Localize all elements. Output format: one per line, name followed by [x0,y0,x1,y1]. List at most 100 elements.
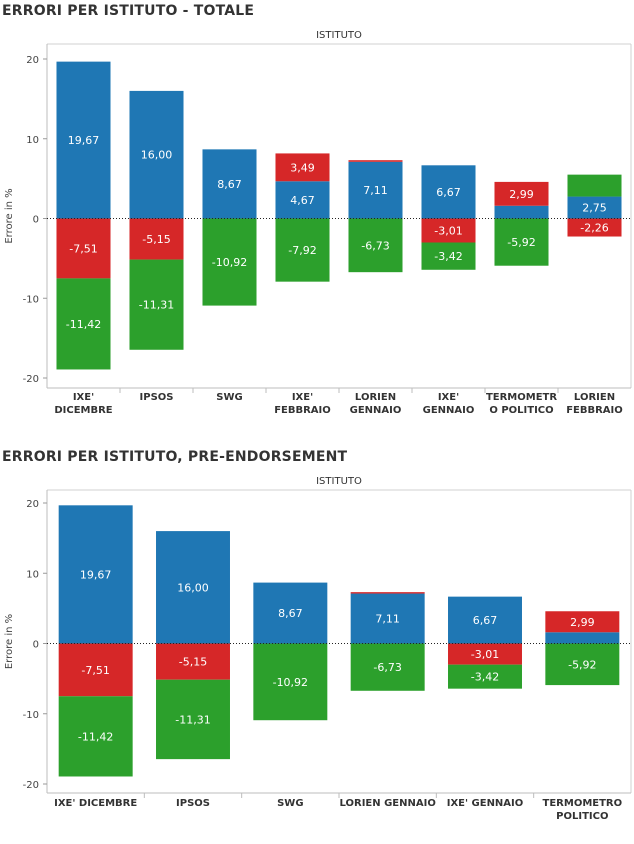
x-tick-label: IXE' [438,392,459,403]
data-label: -5,92 [507,236,535,249]
x-tick-label: IXE' [73,392,94,403]
bar-segment [129,218,184,260]
x-tick-label: DICEMBRE [54,405,112,416]
x-tick-label: GENNAIO [423,405,475,416]
data-label: -6,73 [361,239,389,252]
bar-segment [567,218,622,237]
x-tick-label: LORIEN GENNAIO [339,798,435,809]
bar-segment [545,632,620,644]
bar-segment [56,61,111,219]
x-tick-label: IXE' DICEMBRE [54,798,137,809]
bar-segment [348,218,403,273]
bar-segment [350,592,425,594]
bar-segment [58,643,133,697]
y-tick-label: -20 [23,780,39,791]
x-tick-label: GENNAIO [350,405,402,416]
bar-segment [448,596,522,644]
bar-segment [202,149,257,219]
x-tick-label: TERMOMETR [486,392,557,403]
bar-segment [253,643,328,721]
y-tick-label: -10 [23,710,39,721]
bar-segment [156,531,230,644]
data-label: 2,75 [582,202,607,215]
x-tick-label: LORIEN [574,392,615,403]
data-label: 19,67 [68,134,100,147]
bar-segment [545,643,620,686]
data-label: 16,00 [177,581,209,594]
bar-segment [448,643,522,665]
data-label: -7,51 [69,242,97,255]
data-label: 8,67 [278,607,303,620]
data-label: -3,42 [471,671,499,684]
x-tick-label: FEBBRAIO [274,405,331,416]
data-label: -2,26 [580,222,608,235]
bar-segment [348,161,403,219]
bar-segment [567,174,622,197]
data-label: 3,49 [290,161,315,174]
bar-segment [129,259,184,350]
bar-segment [58,505,133,644]
y-axis-label: Errore in % [4,188,15,243]
data-label: -11,31 [175,713,210,726]
data-label: 6,67 [473,614,498,627]
data-label: -5,15 [179,656,207,669]
data-label: -7,51 [81,664,109,677]
data-label: -5,92 [568,658,596,671]
data-label: -10,92 [273,676,308,689]
x-tick-label: SWG [277,798,303,809]
x-tick-label: IPSOS [176,798,210,809]
data-label: -11,42 [78,730,113,743]
data-label: 6,67 [436,186,461,199]
bar-segment [448,664,522,689]
chart-title: ERRORI PER ISTITUTO - TOTALE [2,3,255,19]
data-label: -7,92 [288,244,316,257]
column-header: ISTITUTO [316,30,362,41]
y-tick-label: 10 [26,569,39,580]
data-label: -11,42 [66,318,101,331]
bar-segment [202,218,257,306]
data-label: -3,01 [434,225,462,238]
bar-segment [350,643,425,691]
x-tick-label: TERMOMETRO [543,798,623,809]
x-tick-label: IPSOS [140,392,174,403]
bar-segment [129,90,184,219]
bar-segment [545,611,620,633]
bar-segment [567,196,622,219]
x-tick-label: POLITICO [556,811,608,822]
bar-segment [348,160,403,162]
data-label: -5,15 [142,233,170,246]
data-label: 8,67 [217,178,242,191]
y-tick-label: 0 [33,640,39,651]
y-tick-label: -20 [23,374,39,385]
chart-1: ISTITUTO 20 10 0 -10 -20 Errore in % 19,67 -7,51… [4,30,632,416]
y-tick-label: 20 [26,55,39,66]
y-axis-label: Errore in % [4,614,15,669]
y-tick-label: 0 [33,215,39,226]
data-label: 7,11 [375,613,400,626]
bar-segment [421,218,476,243]
data-label: 4,67 [290,194,315,207]
y-tick-label: -10 [23,294,39,305]
bar-segment [56,218,111,279]
data-label: 2,99 [570,616,595,629]
data-label: -6,73 [373,661,401,674]
column-header: ISTITUTO [316,476,362,487]
bar-segment [494,218,549,266]
x-tick-label: O POLITICO [489,405,553,416]
x-tick-label: SWG [216,392,242,403]
data-label: 2,99 [509,188,534,201]
data-label: 16,00 [141,149,173,162]
x-tick-label: LORIEN [355,392,396,403]
chart-title: ERRORI PER ISTITUTO, PRE-ENDORSEMENT [2,449,348,465]
bar-segment [494,205,549,219]
x-tick-label: IXE' [292,392,313,403]
data-label: -10,92 [212,256,247,269]
bar-segment [156,643,230,680]
data-label: -3,42 [434,250,462,263]
bar-segment [421,165,476,219]
bar-segment [421,242,476,270]
bar-segment [494,181,549,206]
data-label: -3,01 [471,648,499,661]
data-label: -11,31 [139,299,174,312]
